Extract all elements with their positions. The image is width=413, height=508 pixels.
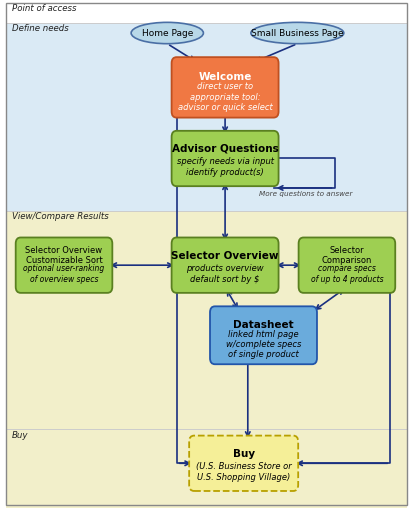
FancyBboxPatch shape bbox=[6, 211, 407, 429]
Text: Datasheet: Datasheet bbox=[233, 320, 294, 330]
FancyBboxPatch shape bbox=[172, 238, 279, 293]
FancyBboxPatch shape bbox=[172, 131, 279, 186]
FancyBboxPatch shape bbox=[299, 238, 395, 293]
Text: Selector
Comparison: Selector Comparison bbox=[322, 246, 372, 265]
Text: Buy: Buy bbox=[233, 449, 255, 459]
Text: Buy: Buy bbox=[12, 431, 28, 440]
Text: (U.S. Business Store or
U.S. Shopping Village): (U.S. Business Store or U.S. Shopping Vi… bbox=[196, 462, 292, 482]
Text: Point of access: Point of access bbox=[12, 4, 76, 13]
Text: More questions to answer: More questions to answer bbox=[259, 190, 352, 197]
FancyBboxPatch shape bbox=[6, 23, 407, 211]
Text: Advisor Questions: Advisor Questions bbox=[172, 144, 278, 154]
Text: View/Compare Results: View/Compare Results bbox=[12, 212, 108, 221]
FancyBboxPatch shape bbox=[172, 57, 279, 118]
Text: Selector Overview: Selector Overview bbox=[171, 250, 279, 261]
Text: Home Page: Home Page bbox=[142, 28, 193, 38]
Text: compare specs
of up to 4 products: compare specs of up to 4 products bbox=[311, 264, 383, 283]
Text: Welcome: Welcome bbox=[198, 72, 252, 82]
Ellipse shape bbox=[131, 22, 204, 44]
FancyBboxPatch shape bbox=[189, 435, 298, 491]
Text: Small Business Page: Small Business Page bbox=[251, 28, 344, 38]
Ellipse shape bbox=[251, 22, 344, 44]
Text: Selector Overview
Customizable Sort: Selector Overview Customizable Sort bbox=[26, 246, 102, 265]
FancyBboxPatch shape bbox=[6, 0, 407, 23]
Text: optional user-ranking
of overview specs: optional user-ranking of overview specs bbox=[24, 264, 104, 283]
FancyBboxPatch shape bbox=[16, 238, 112, 293]
FancyBboxPatch shape bbox=[6, 429, 407, 508]
FancyBboxPatch shape bbox=[210, 306, 317, 364]
Text: direct user to
appropriate tool:
advisor or quick select: direct user to appropriate tool: advisor… bbox=[178, 82, 273, 112]
Text: linked html page
w/complete specs
of single product: linked html page w/complete specs of sin… bbox=[226, 330, 301, 359]
Text: Define needs: Define needs bbox=[12, 24, 68, 34]
Text: specify needs via input
identify product(s): specify needs via input identify product… bbox=[177, 157, 273, 177]
Text: products overview
default sort by $: products overview default sort by $ bbox=[186, 264, 264, 283]
